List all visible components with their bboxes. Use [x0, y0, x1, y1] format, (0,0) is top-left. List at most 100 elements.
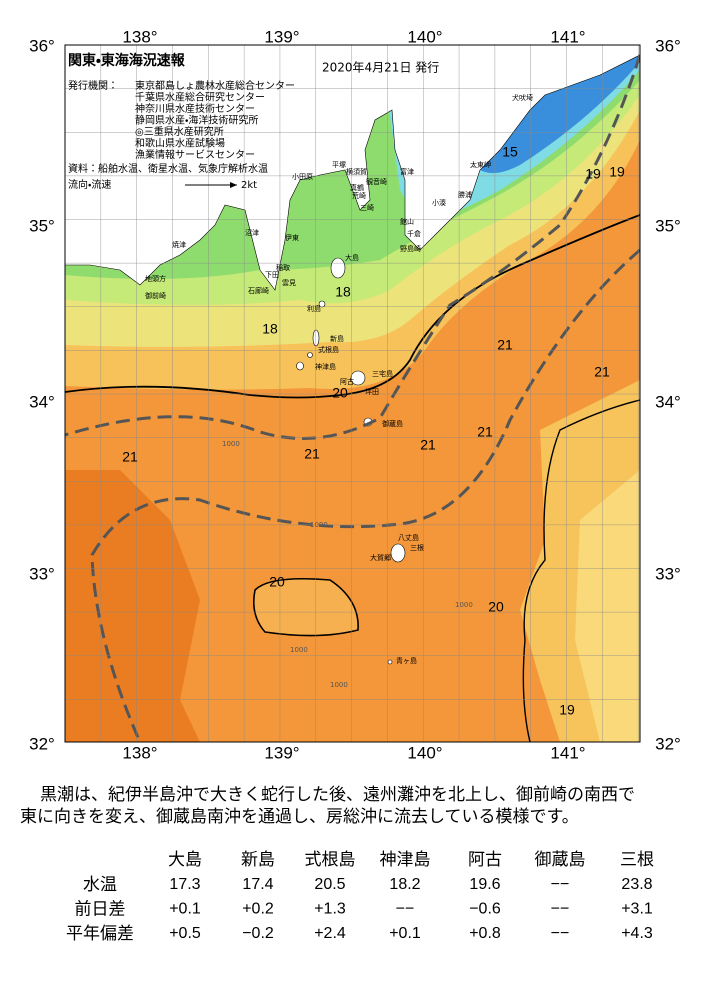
place-name: 御蔵島: [382, 419, 403, 428]
map-frame: [64, 44, 641, 743]
table-cell: +0.2: [242, 901, 274, 918]
table-cell: 19.6: [469, 876, 500, 893]
flow-scale-arrowhead: [230, 182, 237, 188]
temperature-label: 18: [262, 321, 278, 337]
place-name: 荒崎: [352, 191, 366, 200]
row-label: 前日差: [75, 900, 126, 920]
place-name: 御前崎: [145, 291, 166, 300]
lon-label: 141°: [550, 27, 585, 46]
place-name: 小田原: [292, 172, 313, 181]
lon-label: 139°: [264, 27, 299, 46]
depth-label: 1000: [455, 601, 473, 609]
place-name: 焼津: [172, 240, 186, 249]
place-name: 大島: [345, 253, 359, 262]
temperature-label: 20: [488, 599, 504, 615]
place-name: 大賀郷: [370, 553, 391, 562]
warm-water: [65, 470, 200, 742]
table-cell: 17.3: [169, 876, 200, 893]
place-name: 神津島: [315, 362, 336, 371]
table-cell: 20.5: [314, 876, 345, 893]
table-cell: +3.1: [621, 901, 653, 918]
temperature-label: 18: [335, 284, 351, 300]
island: [307, 352, 313, 358]
island: [312, 329, 320, 347]
issuer: 静岡県水産・海洋技術研究所: [135, 114, 258, 127]
description: 黒潮は、紀伊半島沖で大きく蛇行した後、遠州灘沖を北上し、御前崎の南西で: [40, 785, 635, 805]
table-cell: +0.8: [469, 925, 501, 942]
table-cell: −0.2: [242, 925, 274, 942]
lat-label: 32°: [29, 734, 55, 753]
island: [330, 257, 346, 279]
lat-label: 33°: [655, 564, 681, 583]
table-cell: 18.2: [389, 876, 420, 893]
lat-label: 34°: [29, 392, 55, 411]
lat-label: 32°: [655, 734, 681, 753]
temperature-label: 19: [559, 702, 575, 718]
column-header: 式根島: [305, 850, 356, 870]
place-name: 勝浦: [458, 190, 472, 199]
place-name: 坪田: [365, 388, 379, 396]
temperature-label: 15: [502, 144, 518, 160]
land: [65, 45, 640, 291]
temperature-label: 20: [269, 574, 285, 590]
place-name: 式根島: [318, 345, 339, 354]
lon-label: 138°: [122, 743, 157, 762]
place-name: 石廊崎: [248, 286, 269, 295]
issuer: 漁業情報サービスセンター: [135, 148, 255, 161]
place-name: 八丈島: [398, 533, 419, 542]
depth-label: 1000: [330, 681, 348, 689]
islands: [296, 257, 406, 665]
issuer: 東京都島しょ農林水産総合センター: [135, 79, 295, 92]
table-cell: +2.4: [314, 925, 346, 942]
issuer-label: 発行機関：: [68, 79, 118, 92]
contour-line: [65, 214, 640, 399]
lon-label: 140°: [407, 27, 442, 46]
place-name: 下田: [265, 271, 279, 279]
issuer: ◎三重県水産研究所: [135, 125, 224, 138]
table-cell: 17.4: [242, 876, 273, 893]
lon-label: 141°: [550, 743, 585, 762]
depth-label: 1000: [310, 521, 328, 529]
place-name: 新島: [330, 334, 344, 343]
map: [65, 45, 640, 742]
issuer: 和歌山県水産試験場: [135, 137, 225, 150]
place-name: 館山: [400, 217, 414, 226]
place-name: 三崎: [360, 203, 374, 212]
place-name: 伊東: [285, 233, 299, 242]
grid: [65, 45, 640, 742]
flow-scale: 2kt: [241, 180, 257, 191]
place-name: 千倉: [407, 229, 421, 238]
lat-label: 34°: [655, 392, 681, 411]
column-header: 三根: [620, 850, 654, 870]
table-cell: +0.1: [169, 901, 201, 918]
lat-label: 36°: [29, 36, 55, 55]
temperature-label: 21: [497, 337, 513, 353]
table-cell: −−: [551, 876, 570, 893]
temperature-label: 21: [594, 364, 610, 380]
axis-line: [65, 54, 640, 440]
column-header: 神津島: [380, 850, 431, 870]
table-cell: −−: [551, 925, 570, 942]
table-cell: +1.3: [314, 901, 346, 918]
table-cell: −0.6: [469, 901, 501, 918]
place-name: 観音崎: [366, 177, 387, 186]
table-cell: +0.5: [169, 925, 201, 942]
description: 東に向きを変え、御蔵島南沖を通過し、房総沖に流去している模様です。: [20, 807, 579, 827]
place-name: 利島: [307, 304, 321, 313]
contour-line: [522, 399, 640, 742]
table-cell: 23.8: [621, 876, 652, 893]
temperature-label: 20: [332, 385, 348, 401]
place-name: 横須賀: [346, 167, 367, 176]
kuroshio-axis: [65, 54, 640, 742]
issuer: 千葉県水産総合研究センター: [135, 91, 265, 104]
lat-label: 35°: [655, 216, 681, 235]
place-name: 真鶴: [350, 183, 364, 192]
sources: 資料：船舶水温、衛星水温、気象庁解析水温: [68, 162, 268, 175]
row-label: 水温: [83, 875, 117, 895]
island: [390, 543, 406, 563]
column-header: 新島: [241, 850, 275, 870]
temperature-label: 21: [420, 437, 436, 453]
flow-label: 流向・流速: [68, 178, 111, 191]
place-name: 阿古: [340, 377, 354, 386]
